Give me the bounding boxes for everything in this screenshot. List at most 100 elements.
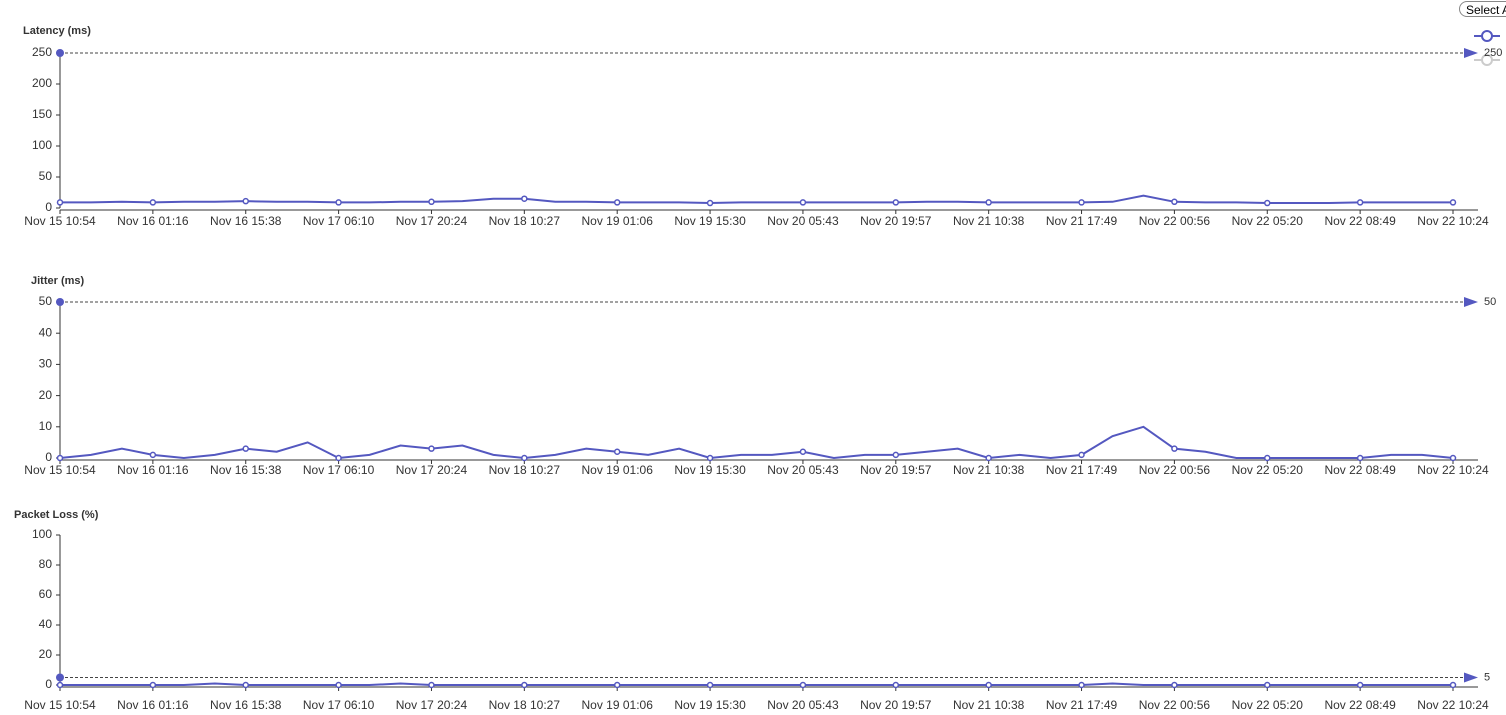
point [1171, 198, 1178, 206]
x-tick-label: Nov 17 06:10 [303, 463, 375, 477]
x-tick-label: Nov 21 17:49 [1046, 698, 1118, 712]
point [1264, 199, 1271, 207]
series-line [59, 425, 1454, 460]
y-tick-label: 0 [45, 200, 52, 214]
point [56, 454, 64, 462]
x-tick-label: Nov 19 01:06 [582, 214, 654, 228]
y-tick-label: 10 [39, 419, 53, 433]
x-tick-label: Nov 17 06:10 [303, 698, 375, 712]
point [799, 448, 807, 456]
y-tick-label: 50 [39, 294, 53, 308]
x-tick-label: Nov 17 20:24 [396, 214, 468, 228]
x-tick-label: Nov 19 15:30 [674, 214, 746, 228]
point [428, 198, 435, 206]
x-tick-label: Nov 15 10:54 [24, 463, 96, 477]
point [428, 445, 435, 452]
y-tick-label: 150 [32, 107, 52, 121]
x-tick-label: Nov 18 10:27 [489, 214, 561, 228]
x-tick-label: Nov 21 17:49 [1046, 214, 1118, 228]
x-tick-label: Nov 22 10:24 [1417, 214, 1489, 228]
x-tick-label: Nov 22 00:56 [1139, 214, 1211, 228]
point [985, 199, 992, 206]
threshold-label: 5 [1484, 671, 1490, 683]
x-tick-label: Nov 19 15:30 [674, 698, 746, 712]
x-tick-label: Nov 20 05:43 [767, 463, 839, 477]
point [706, 454, 714, 462]
point [1449, 454, 1457, 462]
y-tick-label: 20 [39, 647, 53, 661]
point [1264, 681, 1271, 689]
x-tick-label: Nov 16 15:38 [210, 214, 282, 228]
point [1078, 199, 1085, 206]
series-line [60, 682, 1453, 686]
y-tick-label: 20 [39, 388, 53, 402]
point [149, 451, 157, 459]
point [613, 681, 621, 689]
x-tick-label: Nov 21 10:38 [953, 698, 1025, 712]
threshold-label: 50 [1484, 296, 1496, 308]
x-tick-label: Nov 22 05:20 [1232, 463, 1304, 477]
y-tick-label: 50 [39, 169, 53, 183]
point [1449, 681, 1457, 689]
point [1449, 199, 1457, 206]
point [1264, 454, 1271, 462]
point [1171, 681, 1178, 689]
point [1171, 445, 1178, 452]
point [335, 199, 342, 206]
y-tick-label: 100 [32, 138, 52, 152]
x-tick-label: Nov 19 15:30 [674, 463, 746, 477]
point [706, 199, 714, 207]
point [1078, 681, 1085, 689]
threshold-arrow [1464, 48, 1478, 58]
select-all-button[interactable]: Select All [1459, 1, 1506, 17]
threshold-marker [56, 298, 64, 306]
point [613, 199, 621, 206]
point [892, 681, 900, 689]
point [799, 199, 807, 206]
x-tick-label: Nov 20 19:57 [860, 214, 932, 228]
threshold-marker [56, 673, 64, 682]
x-tick-label: Nov 19 01:06 [582, 698, 654, 712]
y-tick-label: 40 [39, 617, 53, 631]
x-tick-label: Nov 15 10:54 [24, 214, 96, 228]
x-tick-label: Nov 22 00:56 [1139, 463, 1211, 477]
x-tick-label: Nov 21 17:49 [1046, 463, 1118, 477]
chart-title: Latency (ms) [23, 25, 91, 37]
x-tick-label: Nov 18 10:27 [489, 698, 561, 712]
point [613, 448, 621, 456]
point [706, 681, 714, 689]
y-tick-label: 30 [39, 357, 53, 371]
y-tick-label: 0 [45, 677, 52, 691]
point [892, 199, 900, 206]
x-tick-label: Nov 21 10:38 [953, 214, 1025, 228]
y-tick-label: 60 [39, 587, 53, 601]
y-tick-label: 40 [39, 325, 53, 339]
point [428, 681, 435, 689]
y-tick-label: 0 [45, 450, 52, 464]
x-tick-label: Nov 21 10:38 [953, 463, 1025, 477]
threshold-arrow [1464, 672, 1478, 683]
x-tick-label: Nov 20 05:43 [767, 698, 839, 712]
x-tick-label: Nov 16 15:38 [210, 698, 282, 712]
series-line [60, 194, 1453, 205]
x-tick-label: Nov 22 05:20 [1232, 698, 1304, 712]
point [56, 199, 64, 206]
point [1356, 199, 1364, 206]
y-tick-label: 80 [39, 557, 53, 571]
point [242, 681, 249, 689]
x-tick-label: Nov 22 08:49 [1324, 698, 1396, 712]
point [149, 199, 157, 206]
x-tick-label: Nov 18 10:27 [489, 463, 561, 477]
point [892, 451, 900, 459]
y-tick-label: 200 [32, 76, 52, 90]
y-tick-label: 250 [32, 45, 52, 59]
x-tick-label: Nov 19 01:06 [582, 463, 654, 477]
threshold-marker [56, 49, 64, 57]
x-tick-label: Nov 16 01:16 [117, 463, 189, 477]
point [1356, 454, 1364, 462]
x-tick-label: Nov 16 01:16 [117, 214, 189, 228]
point [242, 445, 249, 452]
x-tick-label: Nov 22 10:24 [1417, 698, 1489, 712]
